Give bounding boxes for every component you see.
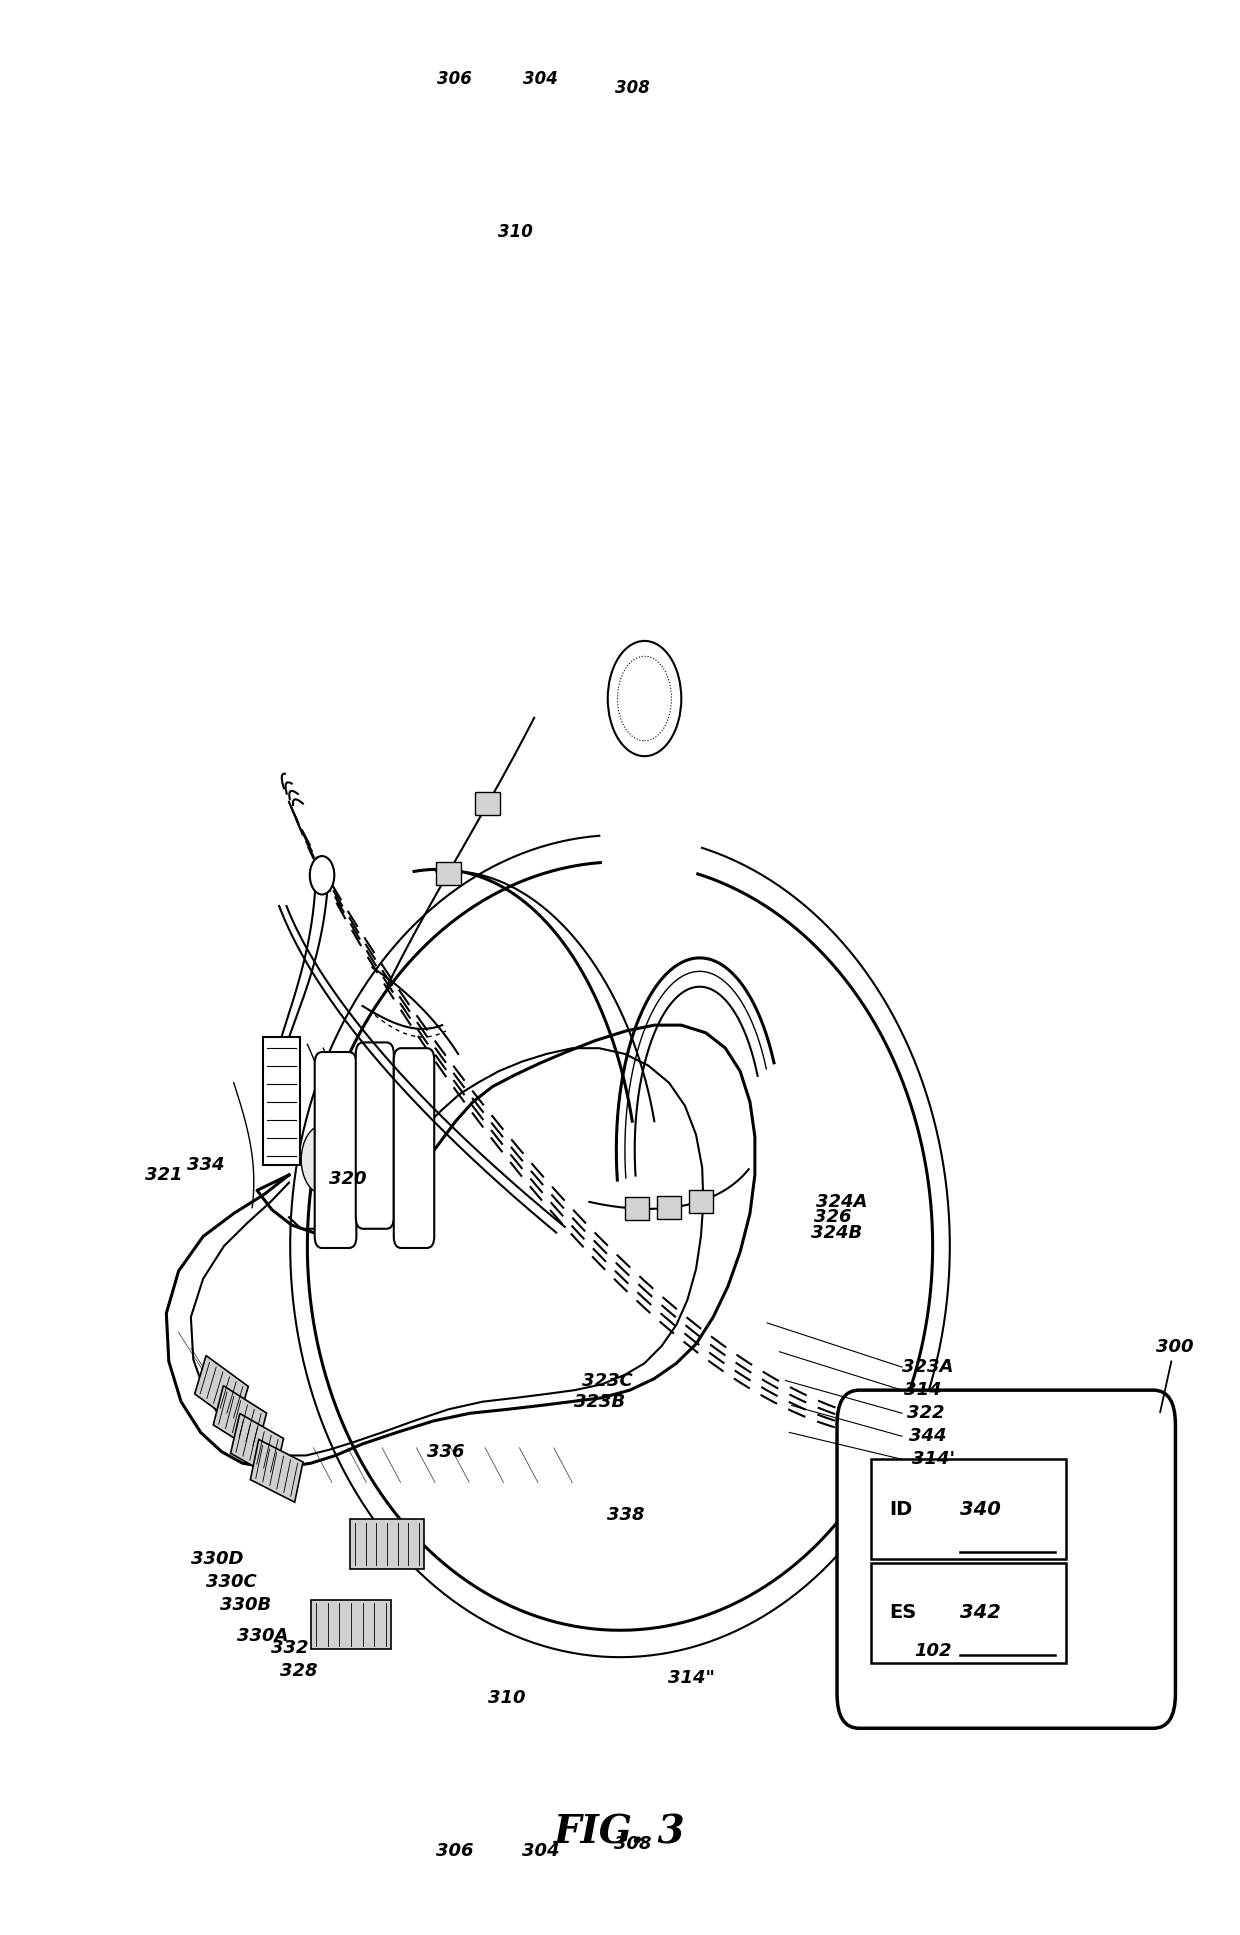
Bar	[311, 1600, 391, 1649]
Text: 308: 308	[614, 1834, 651, 1852]
Text: 330A: 330A	[237, 1627, 289, 1645]
Bar	[250, 1440, 303, 1502]
Text: 332: 332	[270, 1639, 308, 1656]
FancyBboxPatch shape	[872, 1459, 1066, 1560]
Text: 300: 300	[1156, 1337, 1193, 1413]
FancyBboxPatch shape	[315, 1053, 356, 1248]
Text: 323B: 323B	[574, 1393, 625, 1411]
Text: 326: 326	[813, 1207, 851, 1227]
Bar	[231, 1413, 284, 1478]
Bar	[657, 1196, 681, 1219]
Text: 102: 102	[914, 1643, 952, 1660]
Text: 306: 306	[435, 1842, 474, 1860]
Text: 304: 304	[523, 70, 558, 87]
Bar	[625, 1198, 650, 1221]
Text: 321: 321	[145, 1167, 182, 1184]
Circle shape	[310, 855, 335, 894]
Text: 310: 310	[498, 223, 533, 242]
Text: 314': 314'	[911, 1451, 955, 1469]
Bar	[195, 1356, 248, 1424]
Text: ES: ES	[890, 1604, 918, 1622]
Text: 330D: 330D	[191, 1550, 243, 1567]
Text: 314: 314	[904, 1382, 942, 1399]
FancyBboxPatch shape	[263, 1037, 300, 1165]
Bar	[688, 1190, 713, 1213]
Text: 322: 322	[906, 1405, 945, 1422]
Text: 330B: 330B	[221, 1596, 272, 1614]
Text: 342: 342	[960, 1604, 1001, 1622]
Text: 334: 334	[187, 1157, 224, 1175]
Text: 324B: 324B	[811, 1223, 863, 1242]
FancyBboxPatch shape	[872, 1563, 1066, 1662]
Bar	[436, 861, 460, 884]
Bar	[213, 1385, 267, 1453]
Bar	[350, 1519, 424, 1569]
Text: 320: 320	[329, 1171, 367, 1188]
Circle shape	[608, 640, 681, 757]
Text: 328: 328	[280, 1662, 317, 1680]
Text: 340: 340	[960, 1500, 1001, 1519]
Text: 324A: 324A	[816, 1192, 868, 1211]
Text: 310: 310	[489, 1689, 526, 1707]
Text: FIG. 3: FIG. 3	[554, 1813, 686, 1852]
Text: 336: 336	[427, 1444, 465, 1461]
FancyBboxPatch shape	[837, 1389, 1176, 1728]
Circle shape	[330, 1159, 366, 1217]
Text: 314": 314"	[667, 1670, 714, 1687]
Text: 323A: 323A	[901, 1358, 954, 1376]
Bar	[475, 791, 500, 815]
Text: 338: 338	[608, 1505, 645, 1525]
FancyBboxPatch shape	[356, 1043, 394, 1229]
Text: 308: 308	[615, 79, 650, 97]
Circle shape	[618, 656, 672, 741]
Text: 344: 344	[909, 1428, 947, 1445]
FancyBboxPatch shape	[394, 1049, 434, 1248]
Text: ID: ID	[890, 1500, 913, 1519]
Text: 304: 304	[522, 1842, 559, 1860]
Text: 306: 306	[436, 70, 472, 87]
Text: 330C: 330C	[206, 1573, 257, 1591]
Text: 323C: 323C	[583, 1372, 634, 1389]
Circle shape	[301, 1124, 346, 1194]
